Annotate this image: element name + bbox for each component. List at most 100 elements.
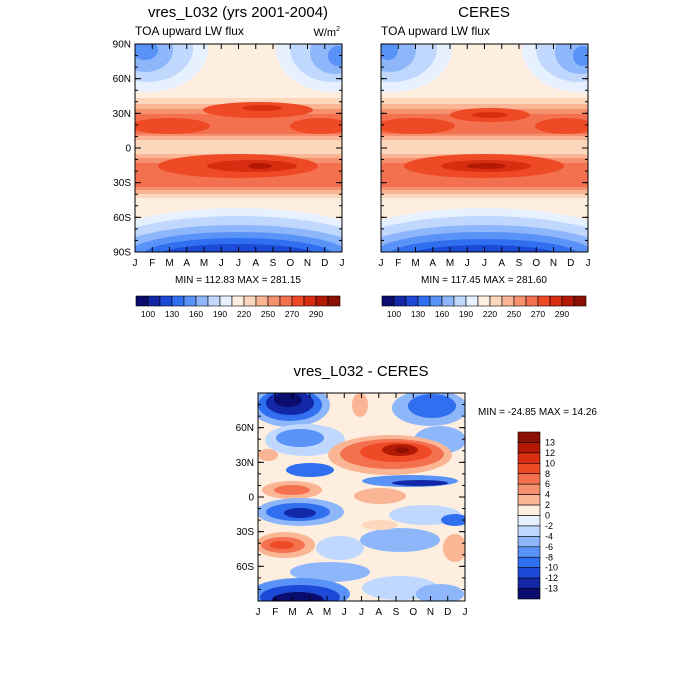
field-blob	[135, 44, 158, 60]
field-blob	[381, 44, 398, 60]
x-tick-label: F	[272, 607, 278, 618]
colorbar-label: 290	[309, 309, 323, 319]
y-tick-label: 90N	[113, 40, 131, 51]
colorbar-label: 220	[483, 309, 497, 319]
x-tick-label: D	[321, 258, 328, 269]
colorbar-box	[417, 295, 431, 307]
field-blob	[258, 449, 278, 461]
panel-model-field	[135, 44, 342, 252]
y-tick-label: 60N	[113, 74, 131, 85]
colorbar-box	[243, 295, 257, 307]
y-tick-label: 0	[125, 144, 131, 155]
panel-obs-title: CERES	[458, 4, 510, 21]
colorbar-box	[501, 295, 515, 307]
colorbar-box	[513, 295, 527, 307]
colorbar-box	[171, 295, 185, 307]
colorbar-box	[517, 463, 541, 475]
y-tick-label: 30N	[113, 109, 131, 120]
x-tick-label: J	[463, 607, 468, 618]
field-blob	[135, 118, 210, 134]
colorbar-label: 0	[545, 511, 550, 521]
x-tick-label: M	[323, 607, 331, 618]
colorbar-label: 10	[545, 458, 555, 468]
x-tick-label: A	[429, 258, 436, 269]
colorbar-box	[315, 295, 329, 307]
field-blob	[242, 105, 282, 111]
field-blob	[443, 534, 465, 562]
x-tick-label: J	[256, 607, 261, 618]
field-blob	[276, 429, 324, 447]
panel-obs-colorbar: 100 130 160 190 220 250 270 290	[381, 295, 587, 319]
panel-diff-field	[258, 393, 465, 601]
colorbar-label: 8	[545, 469, 550, 479]
colorbar-label: -8	[545, 552, 553, 562]
y-tick-label: 90S	[113, 248, 131, 259]
colorbar-label: 250	[261, 309, 275, 319]
panel-model-title: vres_L032 (yrs 2001-2004)	[148, 4, 328, 21]
colorbar-box	[517, 567, 541, 579]
x-tick-label: J	[236, 258, 241, 269]
x-tick-label: D	[444, 607, 451, 618]
field-blob	[535, 118, 588, 134]
x-tick-label: M	[446, 258, 454, 269]
y-tick-label: 60S	[236, 562, 254, 573]
panel-diff-stats: MIN = -24.85 MAX = 14.26	[478, 407, 597, 418]
x-tick-label: M	[288, 607, 296, 618]
colorbar-box	[291, 295, 305, 307]
colorbar-box	[441, 295, 455, 307]
x-tick-label: N	[550, 258, 557, 269]
x-tick-label: J	[465, 258, 470, 269]
colorbar-label: -13	[545, 584, 558, 594]
field-blob	[284, 508, 316, 518]
colorbar-box	[231, 295, 245, 307]
colorbar-box	[517, 483, 541, 495]
x-tick-label: N	[304, 258, 311, 269]
colorbar-box	[517, 536, 541, 548]
colorbar-label: 6	[545, 479, 550, 489]
colorbar-label: 250	[507, 309, 521, 319]
field-blob	[441, 514, 465, 526]
x-tick-label: F	[395, 258, 401, 269]
x-tick-label: J	[219, 258, 224, 269]
panel-model-units-text: W/m	[313, 27, 336, 39]
colorbar-box	[537, 295, 551, 307]
colorbar-label: 130	[411, 309, 425, 319]
colorbar-box	[279, 295, 293, 307]
field-blob	[328, 46, 342, 66]
colorbar-label: -12	[545, 573, 558, 583]
colorbar-box	[159, 295, 173, 307]
colorbar-label: 160	[189, 309, 203, 319]
field-blob	[272, 592, 324, 601]
colorbar-box	[393, 295, 407, 307]
field-blob	[286, 463, 334, 477]
colorbar-box	[517, 504, 541, 516]
field-blob	[274, 485, 310, 495]
x-tick-label: O	[286, 258, 294, 269]
x-tick-label: M	[200, 258, 208, 269]
field-blob	[466, 163, 506, 169]
y-tick-label: 30N	[236, 458, 254, 469]
colorbar-box	[517, 431, 541, 443]
field-blob	[392, 480, 448, 486]
field-blob	[354, 488, 406, 504]
x-tick-label: J	[359, 607, 364, 618]
colorbar-box	[573, 295, 587, 307]
colorbar-box	[255, 295, 269, 307]
field-blob	[573, 46, 588, 66]
x-tick-label: J	[482, 258, 487, 269]
colorbar-box	[561, 295, 575, 307]
panel-model-left-label: TOA upward LW flux	[135, 24, 244, 38]
colorbar-box	[381, 295, 395, 307]
colorbar-box	[465, 295, 479, 307]
colorbar-box	[517, 473, 541, 485]
field-blob	[381, 232, 588, 252]
y-tick-label: 60N	[236, 423, 254, 434]
panel-model-colorbar: 100 130 160 190 220 250 270 290	[135, 295, 341, 319]
x-tick-label: J	[133, 258, 138, 269]
y-tick-label: 60S	[113, 213, 131, 224]
field-blob	[248, 163, 272, 169]
panel-diff-title: vres_L032 - CERES	[293, 363, 428, 380]
